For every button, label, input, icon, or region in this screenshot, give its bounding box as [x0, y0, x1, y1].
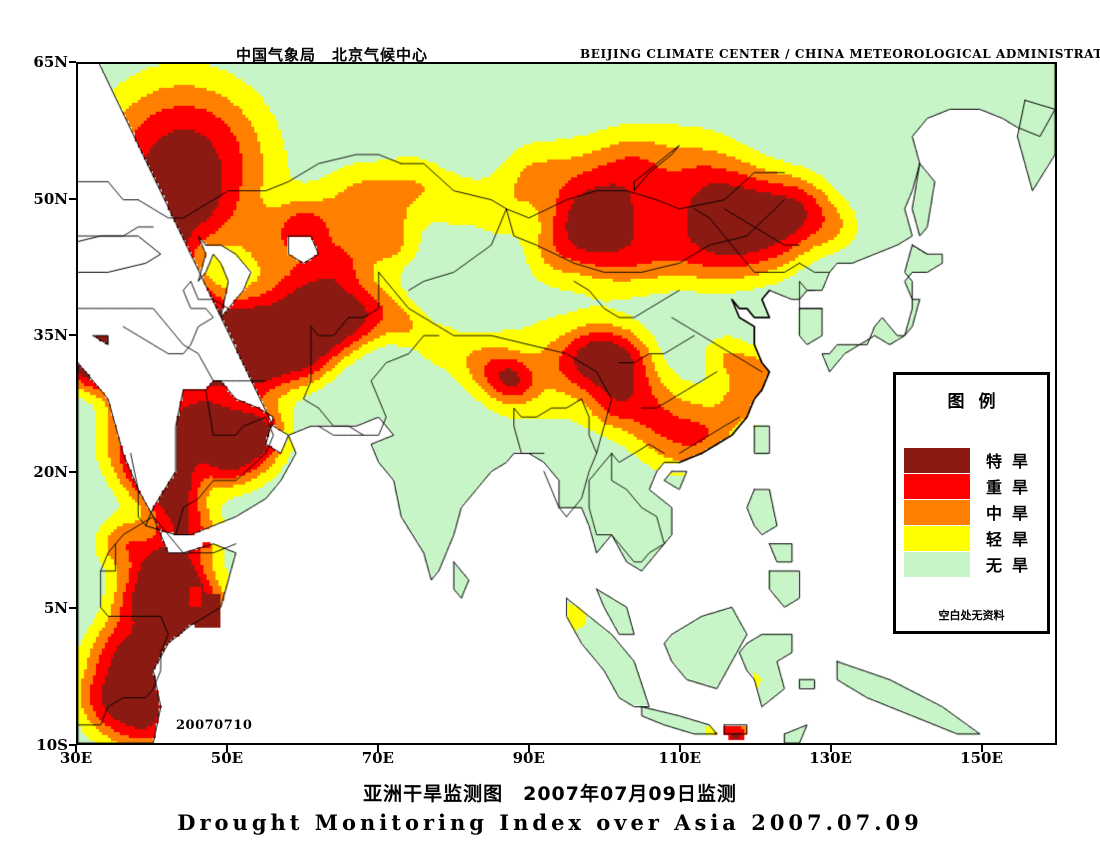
y-tick-mark — [69, 334, 76, 337]
x-tick-mark — [829, 745, 832, 752]
y-tick-label: 20N — [33, 462, 68, 481]
legend-label: 中旱 — [986, 504, 1039, 523]
legend-item: 特旱 — [904, 447, 1044, 473]
legend-swatch-extreme-drought — [904, 447, 970, 473]
legend-swatch-no-drought — [904, 551, 970, 577]
map-title-cn: 亚洲干旱监测图 2007年07月09日监测 — [363, 783, 737, 805]
legend-label: 特旱 — [986, 452, 1039, 471]
x-tick-mark — [225, 745, 228, 752]
x-tick-label: 90E — [512, 749, 545, 767]
legend-item: 重旱 — [904, 473, 1044, 499]
legend-items: 特旱重旱中旱轻旱无旱 — [904, 447, 1044, 577]
y-tick-mark — [69, 607, 76, 610]
x-tick-label: 70E — [361, 749, 394, 767]
x-tick-label: 110E — [658, 749, 702, 767]
x-tick-mark — [376, 745, 379, 752]
map-raster — [78, 64, 1055, 743]
y-tick-label: 65N — [33, 53, 68, 71]
legend-swatch-mild-drought — [904, 525, 970, 551]
header-agency-cn: 中国气象局 北京气候中心 — [236, 46, 429, 64]
legend-item: 无旱 — [904, 551, 1044, 577]
legend-swatch-moderate-drought — [904, 499, 970, 525]
y-tick-mark — [69, 61, 76, 63]
x-tick-mark — [75, 745, 77, 752]
y-tick-mark — [69, 470, 76, 473]
y-tick-label: 5N — [43, 599, 68, 618]
legend-label: 无旱 — [986, 556, 1039, 575]
legend-note: 空白处无资料 — [938, 609, 1005, 622]
y-tick-mark — [69, 744, 76, 746]
y-tick-label: 10S — [36, 736, 68, 754]
x-tick-mark — [527, 745, 530, 752]
legend-swatch-severe-drought — [904, 473, 970, 499]
y-tick-mark — [69, 197, 76, 200]
x-tick-label: 30E — [59, 749, 93, 767]
legend-item: 中旱 — [904, 499, 1044, 525]
x-tick-mark — [980, 745, 983, 752]
legend-label: 重旱 — [986, 478, 1039, 497]
date-stamp: 20070710 — [176, 718, 253, 733]
y-tick-label: 50N — [33, 189, 68, 208]
x-tick-label: 50E — [210, 749, 244, 767]
legend-item: 轻旱 — [904, 525, 1044, 551]
legend-box: 图例 特旱重旱中旱轻旱无旱 空白处无资料 — [893, 372, 1050, 634]
map-title-en: Drought Monitoring Index over Asia 2007.… — [177, 810, 923, 835]
header-agency-en: BEIJING CLIMATE CENTER / CHINA METEOROLO… — [580, 47, 1100, 61]
x-tick-mark — [678, 745, 681, 752]
legend-label: 轻旱 — [986, 530, 1039, 549]
x-tick-label: 130E — [809, 749, 852, 767]
legend-title: 图例 — [947, 392, 1010, 412]
y-tick-label: 35N — [33, 326, 68, 345]
x-tick-label: 150E — [960, 749, 1003, 767]
